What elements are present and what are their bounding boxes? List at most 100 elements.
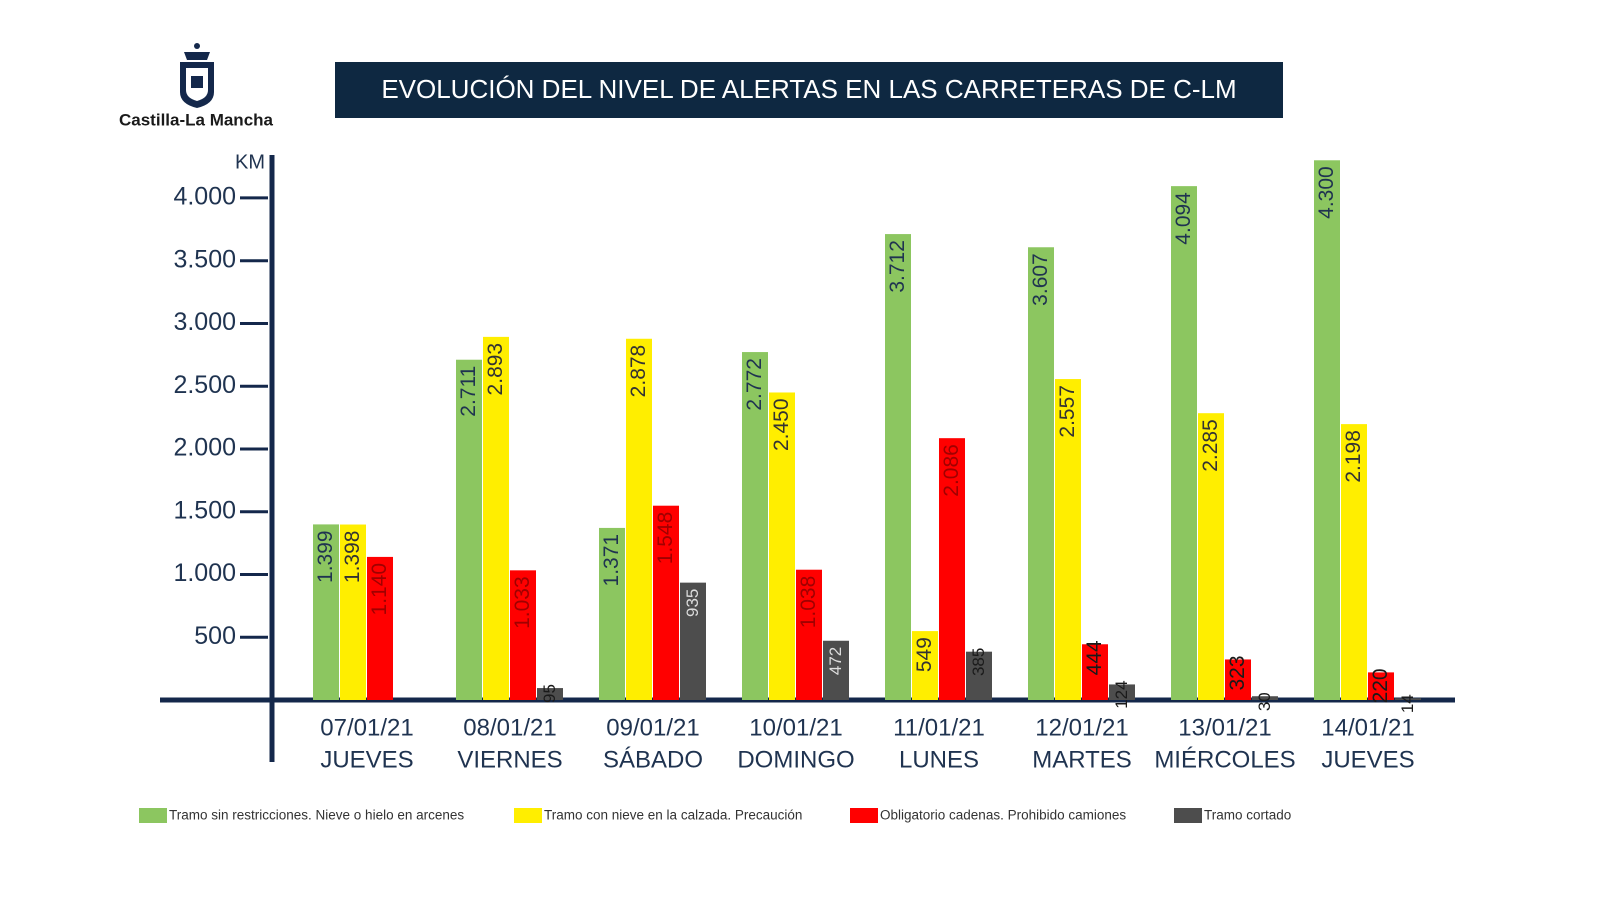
- bar: [1198, 413, 1224, 700]
- x-tick-label: 09/01/21: [606, 714, 699, 741]
- bar: [939, 438, 965, 700]
- bar: [966, 651, 992, 700]
- value-label: 1.548: [654, 512, 677, 565]
- bar: [1314, 160, 1340, 700]
- bar: [626, 338, 652, 700]
- x-tick-label: MIÉRCOLES: [1154, 746, 1295, 773]
- legend-label: Tramo con nieve en la calzada. Precaució…: [544, 808, 802, 823]
- bar: [823, 640, 849, 700]
- bar: [510, 570, 536, 700]
- y-tick-label: 1.000: [173, 559, 236, 587]
- bar: [367, 556, 393, 700]
- y-tick-label: 1.500: [173, 496, 236, 524]
- value-label: 323: [1226, 655, 1249, 690]
- x-tick-label: 13/01/21: [1178, 714, 1271, 741]
- bar: [1055, 379, 1081, 700]
- value-label: 444: [1083, 640, 1106, 675]
- value-label: 4.300: [1315, 166, 1338, 219]
- bar: [537, 688, 563, 700]
- value-label: 1.398: [341, 531, 364, 584]
- bar: [1341, 424, 1367, 700]
- x-tick-label: MARTES: [1032, 746, 1132, 773]
- legend-label: Tramo cortado: [1204, 808, 1291, 823]
- bar: [680, 582, 706, 700]
- value-label: 2.893: [484, 343, 507, 396]
- value-label: 4.094: [1172, 192, 1195, 245]
- x-tick-label: SÁBADO: [603, 746, 703, 773]
- title-box: [335, 62, 1283, 118]
- logo-text: Castilla-La Mancha: [119, 110, 274, 129]
- x-tick-label: 07/01/21: [320, 714, 413, 741]
- x-tick-label: 08/01/21: [463, 714, 556, 741]
- value-label: 549: [913, 637, 936, 672]
- value-label: 2.557: [1056, 385, 1079, 438]
- value-label: 2.086: [940, 444, 963, 497]
- x-tick-label: JUEVES: [320, 746, 413, 773]
- value-label: 30: [1255, 692, 1274, 711]
- value-label: 2.772: [743, 358, 766, 411]
- legend-swatch: [850, 808, 878, 823]
- bar: [885, 234, 911, 700]
- x-tick-label: 11/01/21: [893, 714, 985, 741]
- legend-label: Obligatorio cadenas. Prohibido camiones: [880, 808, 1126, 823]
- y-tick-label: 2.500: [173, 371, 236, 399]
- y-tick-label: 3.000: [173, 308, 236, 336]
- bar: [742, 352, 768, 700]
- value-label: 2.878: [627, 345, 650, 398]
- value-label: 1.371: [600, 534, 623, 587]
- y-tick-label: 2.000: [173, 434, 236, 462]
- y-axis-label: KM: [235, 151, 265, 173]
- value-label: 1.033: [511, 576, 534, 629]
- bar: [653, 505, 679, 700]
- value-label: 3.712: [886, 240, 909, 293]
- bar: [1082, 644, 1108, 700]
- value-label: 1.038: [797, 576, 820, 629]
- bar: [313, 524, 339, 700]
- x-tick-label: 12/01/21: [1035, 714, 1128, 741]
- x-tick-label: LUNES: [899, 746, 979, 773]
- bar: [1368, 672, 1394, 700]
- bar: [599, 527, 625, 700]
- chart-title: EVOLUCIÓN DEL NIVEL DE ALERTAS EN LAS CA…: [381, 74, 1236, 104]
- value-label: 1.140: [368, 563, 391, 616]
- value-label: 2.450: [770, 398, 793, 451]
- x-tick-label: VIERNES: [457, 746, 562, 773]
- value-label: 472: [826, 647, 845, 675]
- bar: [340, 524, 366, 700]
- value-label: 14: [1398, 694, 1417, 713]
- value-label: 935: [683, 589, 702, 617]
- bar: [912, 631, 938, 700]
- x-tick-label: 14/01/21: [1321, 714, 1414, 741]
- bar: [796, 569, 822, 700]
- value-label: 2.285: [1199, 419, 1222, 472]
- value-label: 220: [1369, 668, 1392, 703]
- x-tick-label: 10/01/21: [749, 714, 842, 741]
- bar: [483, 336, 509, 700]
- value-label: 3.607: [1029, 253, 1052, 306]
- value-label: 2.198: [1342, 430, 1365, 483]
- legend-label: Tramo sin restricciones. Nieve o hielo e…: [169, 808, 464, 823]
- bar: [1028, 247, 1054, 700]
- value-label: 2.711: [457, 366, 480, 417]
- legend-swatch: [139, 808, 167, 823]
- bar: [1109, 684, 1135, 700]
- x-tick-label: JUEVES: [1321, 746, 1414, 773]
- bar: [769, 392, 795, 700]
- bar: [1171, 186, 1197, 700]
- x-tick-label: DOMINGO: [737, 746, 854, 773]
- bar: [1252, 696, 1278, 700]
- legend-swatch: [1174, 808, 1202, 823]
- value-label: 385: [969, 648, 988, 676]
- y-tick-label: 500: [194, 622, 236, 650]
- legend-swatch: [514, 808, 542, 823]
- y-tick-label: 3.500: [173, 245, 236, 273]
- value-label: 1.399: [314, 530, 337, 583]
- logo: [180, 43, 214, 108]
- value-label: 124: [1112, 680, 1131, 708]
- value-label: 95: [540, 684, 559, 703]
- bar: [1395, 698, 1421, 700]
- bar: [456, 359, 482, 700]
- y-tick-label: 4.000: [173, 183, 236, 211]
- bar: [1225, 659, 1251, 700]
